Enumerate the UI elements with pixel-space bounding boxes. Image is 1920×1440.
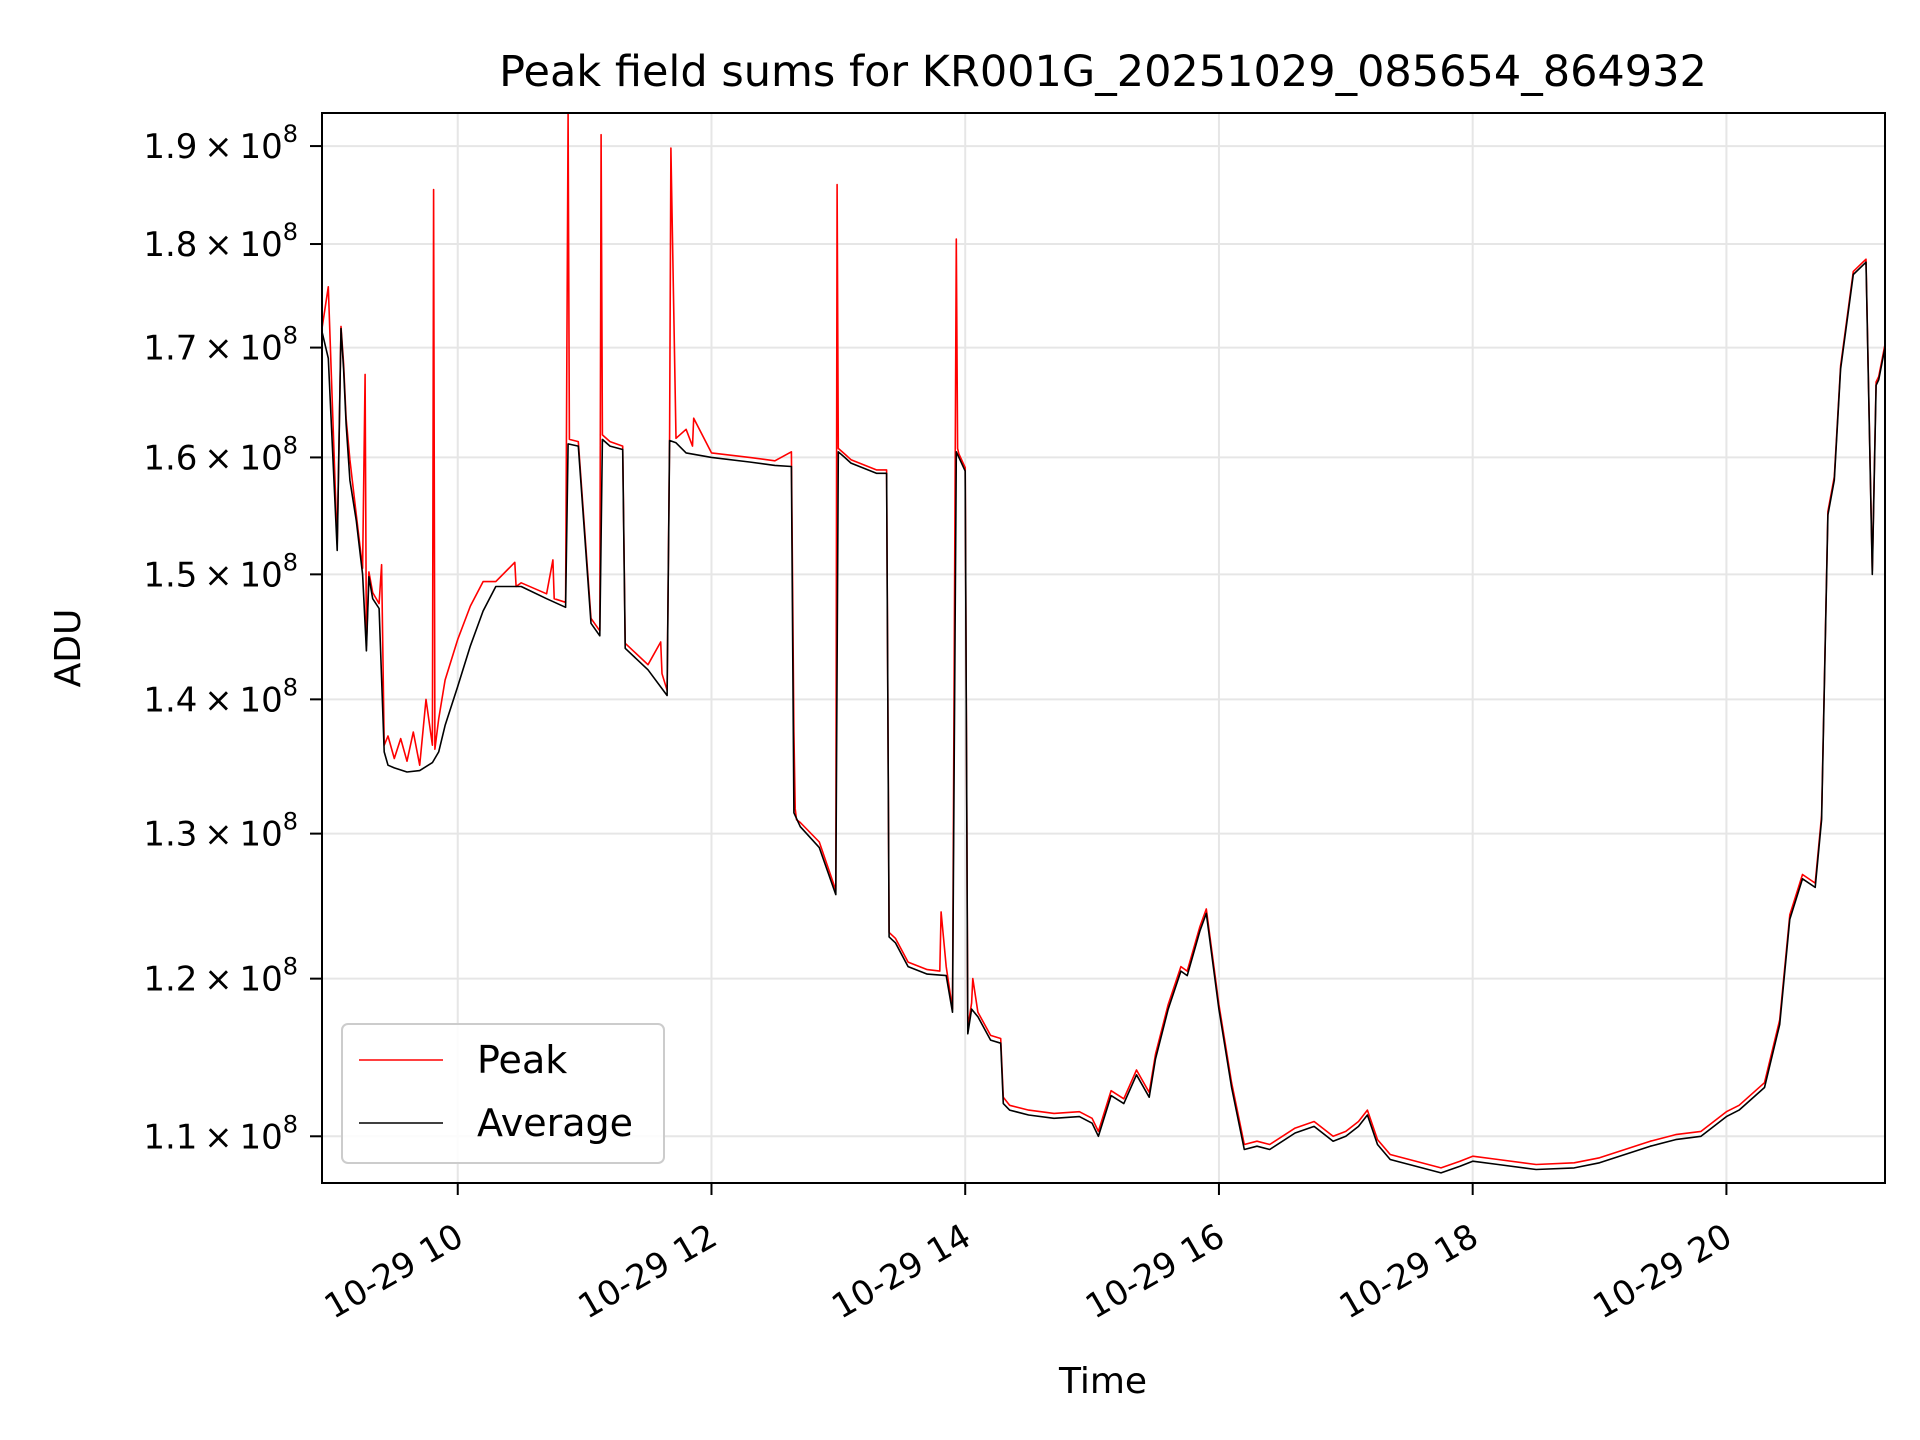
y-tick-exponent: 8 — [283, 808, 298, 836]
y-tick-exponent: 8 — [283, 120, 298, 148]
y-tick-label: 1.8 × 108 — [143, 218, 298, 265]
y-tick-label: 1.9 × 108 — [143, 120, 298, 167]
legend-box — [341, 1023, 665, 1164]
y-tick-mantissa: 1.2 × 10 — [143, 960, 282, 1000]
legend-average-label: Average — [477, 1101, 633, 1145]
legend: Peak Average — [341, 1023, 665, 1164]
y-tick-mantissa: 1.4 × 10 — [143, 680, 282, 720]
y-tick-mantissa: 1.7 × 10 — [143, 329, 282, 369]
grid — [322, 113, 1885, 1183]
y-tick-exponent: 8 — [283, 673, 298, 701]
y-axis-label: ADU — [48, 609, 89, 688]
y-tick-mantissa: 1.5 × 10 — [143, 555, 282, 595]
x-axis-label: Time — [1058, 1361, 1147, 1402]
y-tick-exponent: 8 — [283, 218, 298, 246]
plot-series — [321, 112, 1886, 1174]
y-tick-mantissa: 1.1 × 10 — [143, 1117, 282, 1157]
y-tick-mantissa: 1.3 × 10 — [143, 815, 282, 855]
series-line-peak — [321, 112, 1886, 1169]
y-tick-label: 1.2 × 108 — [143, 953, 298, 1000]
series-line-average — [321, 261, 1886, 1174]
y-tick-label: 1.3 × 108 — [143, 808, 298, 855]
y-tick-mantissa: 1.6 × 10 — [143, 438, 282, 478]
y-tick-exponent: 8 — [283, 953, 298, 981]
legend-peak-label: Peak — [477, 1038, 567, 1082]
y-tick-exponent: 8 — [283, 1110, 298, 1138]
chart-title: Peak field sums for KR001G_20251029_0856… — [499, 47, 1707, 97]
y-tick-label: 1.1 × 108 — [143, 1110, 298, 1157]
y-tick-label: 1.7 × 108 — [143, 322, 298, 369]
y-tick-label: 1.5 × 108 — [143, 548, 298, 595]
y-tick-label: 1.4 × 108 — [143, 673, 298, 720]
y-tick-exponent: 8 — [283, 548, 298, 576]
y-tick-mantissa: 1.9 × 10 — [143, 127, 282, 167]
y-tick-exponent: 8 — [283, 431, 298, 459]
plot-area-frame — [321, 112, 1886, 1184]
y-tick-label: 1.6 × 108 — [143, 431, 298, 478]
y-tick-mantissa: 1.8 × 10 — [143, 225, 282, 265]
y-tick-exponent: 8 — [283, 322, 298, 350]
